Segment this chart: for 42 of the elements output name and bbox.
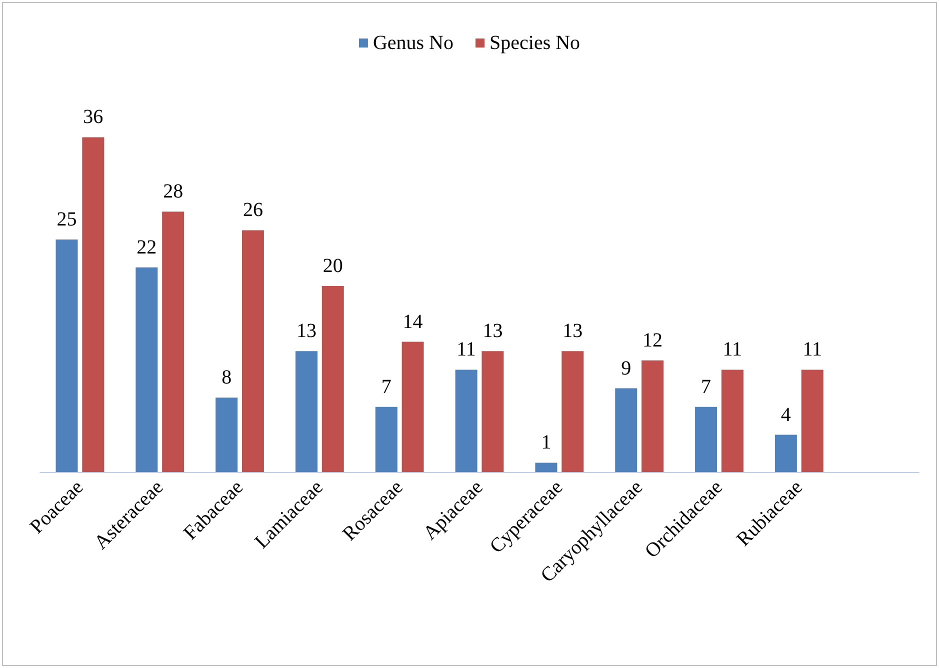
bar	[56, 240, 78, 472]
bar	[242, 230, 264, 472]
data-label: 12	[642, 329, 663, 352]
bar	[322, 286, 344, 472]
bar	[82, 137, 104, 472]
data-label: 22	[136, 236, 157, 258]
bar	[642, 360, 664, 472]
bar	[801, 370, 824, 472]
data-label: 28	[163, 180, 184, 203]
bar	[136, 267, 158, 472]
bar	[455, 370, 478, 472]
bar	[695, 406, 718, 472]
data-label: 13	[562, 320, 583, 342]
data-label: 7	[381, 376, 392, 398]
data-label: 11	[456, 338, 476, 361]
legend-label: Genus No	[372, 32, 454, 54]
bar	[216, 398, 238, 472]
data-label: 1	[541, 432, 552, 454]
legend-label: Species No	[490, 32, 580, 54]
bar	[615, 388, 638, 472]
data-label: 11	[722, 338, 742, 361]
data-label: 8	[222, 366, 232, 389]
data-label: 14	[402, 310, 423, 333]
data-label: 11	[802, 338, 822, 361]
bar	[402, 342, 424, 472]
bar	[162, 212, 184, 472]
bar	[721, 370, 744, 472]
data-label: 25	[56, 208, 77, 230]
data-label: 4	[780, 404, 791, 426]
bar	[774, 434, 797, 472]
data-label: 20	[322, 255, 343, 277]
bar	[295, 351, 318, 472]
bar	[535, 462, 558, 472]
data-label: 13	[482, 320, 503, 342]
data-label: 26	[242, 199, 263, 222]
data-label: 7	[701, 376, 712, 398]
bar	[562, 351, 584, 472]
bar	[482, 351, 504, 472]
bar	[375, 406, 398, 472]
data-label: 9	[621, 357, 632, 380]
data-label: 36	[83, 106, 104, 128]
data-label: 13	[296, 320, 316, 342]
